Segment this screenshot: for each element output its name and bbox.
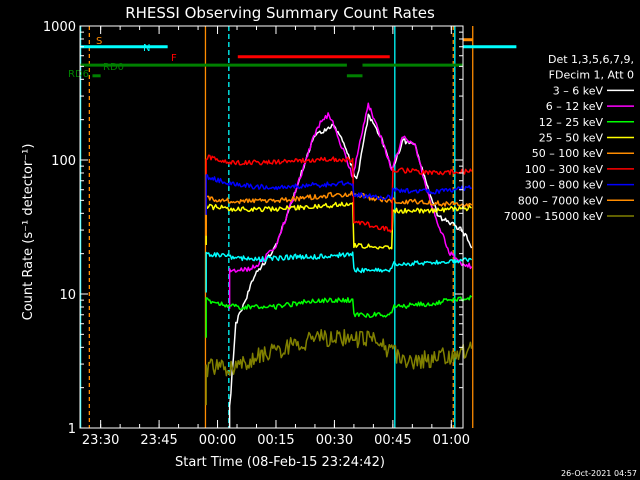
legend-label: 3 – 6 keV: [553, 84, 604, 97]
series-group: [205, 102, 473, 428]
series-7: [205, 174, 472, 215]
x-tick-label: 00:00: [199, 433, 236, 448]
x-tick-label: 00:15: [257, 433, 294, 448]
legend-label: 100 – 300 keV: [525, 163, 604, 176]
series-3: [205, 251, 473, 293]
series-line: [205, 295, 473, 338]
series-line: [228, 113, 473, 428]
y-tick-label: 100: [51, 154, 76, 169]
series-6: [205, 154, 473, 233]
series-0: [228, 113, 473, 428]
x-tick-label: 01:00: [433, 433, 470, 448]
x-axis-label: Start Time (08-Feb-15 23:24:42): [175, 455, 385, 470]
series-line: [205, 154, 473, 233]
observing-flags: S N F RD0 RD6: [68, 26, 517, 428]
legend-label: 300 – 800 keV: [525, 179, 604, 192]
series-line: [205, 329, 473, 406]
legend-label: 6 – 12 keV: [546, 100, 604, 113]
flag-label-rd6: RD6: [68, 69, 89, 80]
flag-label-f: F: [171, 53, 177, 64]
legend-label: 25 – 50 keV: [539, 132, 604, 145]
footer-timestamp: 26-Oct-2021 04:57: [561, 469, 637, 478]
y-axis-label: Count Rate (s⁻¹ detector⁻¹): [21, 144, 36, 321]
series-4: [205, 201, 472, 250]
legend-label: 12 – 25 keV: [539, 116, 604, 129]
plot-axes: 1 10 100 1000 23:30 23:45 00:00 00:15 00:30 00:45…: [43, 20, 470, 448]
y-tick-label: 1: [68, 422, 76, 437]
series-8: [205, 329, 473, 406]
series-2: [205, 295, 473, 338]
x-tick-label: 00:30: [316, 433, 353, 448]
series-line: [205, 174, 472, 215]
series-line: [228, 102, 473, 309]
x-tick-label: 00:45: [374, 433, 411, 448]
y-tick-label: 1000: [43, 20, 76, 35]
legend-label: 50 – 100 keV: [532, 147, 604, 160]
series-line: [205, 201, 472, 250]
plot-frame: [79, 25, 464, 429]
legend-header: Det 1,3,5,6,7,9,: [548, 53, 634, 66]
flag-label-rd0: RD0: [103, 62, 124, 73]
y-tick-label: 10: [59, 288, 76, 303]
x-tick-label: 23:30: [82, 433, 119, 448]
legend-label: 800 – 7000 keV: [518, 194, 604, 207]
series-line: [205, 190, 473, 236]
legend: Det 1,3,5,6,7,9, FDecim 1, Att 0 3 – 6 keV…: [504, 53, 634, 223]
chart-title: RHESSI Observing Summary Count Rates: [125, 4, 435, 22]
series-1: [228, 102, 473, 309]
series-line: [205, 251, 473, 293]
x-tick-label: 23:45: [140, 433, 177, 448]
flag-label-n: N: [143, 43, 150, 54]
series-5: [205, 190, 473, 236]
legend-header: FDecim 1, Att 0: [549, 69, 634, 82]
legend-label: 7000 – 15000 keV: [504, 210, 604, 223]
flag-label-s: S: [96, 36, 102, 47]
